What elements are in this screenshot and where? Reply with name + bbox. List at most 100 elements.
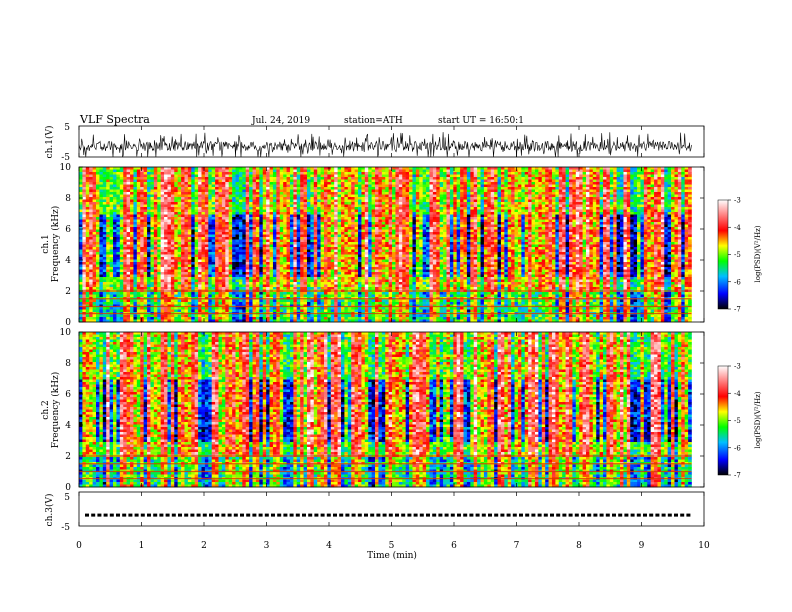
spectrogram-cell <box>225 235 229 238</box>
spectrogram-cell <box>127 240 131 243</box>
spectrogram-cell <box>236 282 240 285</box>
spectrogram-cell <box>181 222 185 225</box>
spectrogram-cell <box>93 255 97 258</box>
spectrogram-cell <box>82 200 86 203</box>
spectrogram-cell <box>150 262 154 265</box>
spectrogram-cell <box>154 272 158 275</box>
spectrogram-cell <box>246 247 250 250</box>
spectrogram-cell <box>86 252 90 255</box>
spectrogram-cell <box>334 262 338 265</box>
spectrogram-cell <box>259 317 263 320</box>
spectrogram-cell <box>167 205 171 208</box>
spectrogram-cell <box>280 255 284 258</box>
spectrogram-cell <box>82 227 86 230</box>
spectrogram-cell <box>171 180 175 183</box>
spectrogram-cell <box>253 220 257 223</box>
spectrogram-cell <box>327 180 331 183</box>
spectrogram-cell <box>219 257 223 260</box>
spectrogram-cell <box>219 302 223 305</box>
spectrogram-cell <box>273 242 277 245</box>
spectrogram-cell <box>127 205 131 208</box>
spectrogram-cell <box>164 275 168 278</box>
spectrogram-cell <box>253 215 257 218</box>
spectrogram-cell <box>266 277 270 280</box>
spectrogram-cell <box>157 207 161 210</box>
spectrogram-cell <box>106 317 110 320</box>
spectrogram-cell <box>276 317 280 320</box>
spectrogram-cell <box>178 265 182 268</box>
spectrogram-cell <box>215 300 219 303</box>
spectrogram-cell <box>127 247 131 250</box>
spectrogram-cell <box>259 225 263 228</box>
spectrogram-cell <box>327 242 331 245</box>
spectrogram-cell <box>297 245 301 248</box>
spectrogram-cell <box>79 177 83 180</box>
spectrogram-cell <box>236 202 240 205</box>
spectrogram-cell <box>331 302 335 305</box>
spectrogram-cell <box>188 192 192 195</box>
spectrogram-cell <box>79 232 83 235</box>
spectrogram-cell <box>137 247 141 250</box>
spectrogram-cell <box>253 247 257 250</box>
spectrogram-cell <box>341 295 345 298</box>
spectrogram-cell <box>348 202 352 205</box>
spectrogram-cell <box>144 272 148 275</box>
spectrogram-cell <box>144 277 148 280</box>
spectrogram-cell <box>110 217 114 220</box>
spectrogram-cell <box>317 185 321 188</box>
spectrogram-cell <box>236 307 240 310</box>
spectrogram-cell <box>137 265 141 268</box>
spectrogram-cell <box>246 310 250 313</box>
spectrogram-cell <box>150 245 154 248</box>
spectrogram-cell <box>229 315 233 318</box>
spectrogram-cell <box>314 227 318 230</box>
spectrogram-cell <box>259 185 263 188</box>
spectrogram-cell <box>174 220 178 223</box>
spectrogram-cell <box>324 255 328 258</box>
spectrogram-cell <box>246 292 250 295</box>
spectrogram-cell <box>89 307 93 310</box>
spectrogram-cell <box>133 180 137 183</box>
spectrogram-cell <box>161 185 165 188</box>
spectrogram-cell <box>113 167 117 170</box>
spectrogram-cell <box>304 217 308 220</box>
spectrogram-cell <box>324 170 328 173</box>
spectrogram-cell <box>348 190 352 193</box>
spectrogram-cell <box>123 247 127 250</box>
spectrogram-cell <box>242 177 246 180</box>
spectrogram-cell <box>116 210 120 213</box>
spectrogram-cell <box>120 195 124 198</box>
spectrogram-cell <box>256 295 260 298</box>
spectrogram-cell <box>205 210 209 213</box>
spectrogram-cell <box>249 180 253 183</box>
spectrogram-cell <box>317 257 321 260</box>
spectrogram-cell <box>327 285 331 288</box>
spectrogram-cell <box>276 282 280 285</box>
spectrogram-cell <box>127 212 131 215</box>
spectrogram-cell <box>127 175 131 178</box>
spectrogram-cell <box>171 207 175 210</box>
spectrogram-cell <box>236 310 240 313</box>
spectrogram-cell <box>202 300 206 303</box>
spectrogram-cell <box>212 292 216 295</box>
spectrogram-cell <box>351 205 355 208</box>
spectrogram-cell <box>195 277 199 280</box>
spectrogram-cell <box>276 255 280 258</box>
spectrogram-cell <box>249 317 253 320</box>
spectrogram-cell <box>184 215 188 218</box>
spectrogram-cell <box>256 237 260 240</box>
spectrogram-cell <box>307 187 311 190</box>
spectrogram-cell <box>287 210 291 213</box>
spectrogram-cell <box>150 242 154 245</box>
spectrogram-cell <box>154 217 158 220</box>
spectrogram-cell <box>120 282 124 285</box>
spectrogram-cell <box>116 197 120 200</box>
spectrogram-cell <box>338 295 342 298</box>
spectrogram-cell <box>310 195 314 198</box>
spectrogram-cell <box>338 315 342 318</box>
spectrogram-cell <box>307 255 311 258</box>
spectrogram-cell <box>338 225 342 228</box>
spectrogram-cell <box>259 175 263 178</box>
spectrogram-cell <box>259 177 263 180</box>
spectrogram-cell <box>215 175 219 178</box>
